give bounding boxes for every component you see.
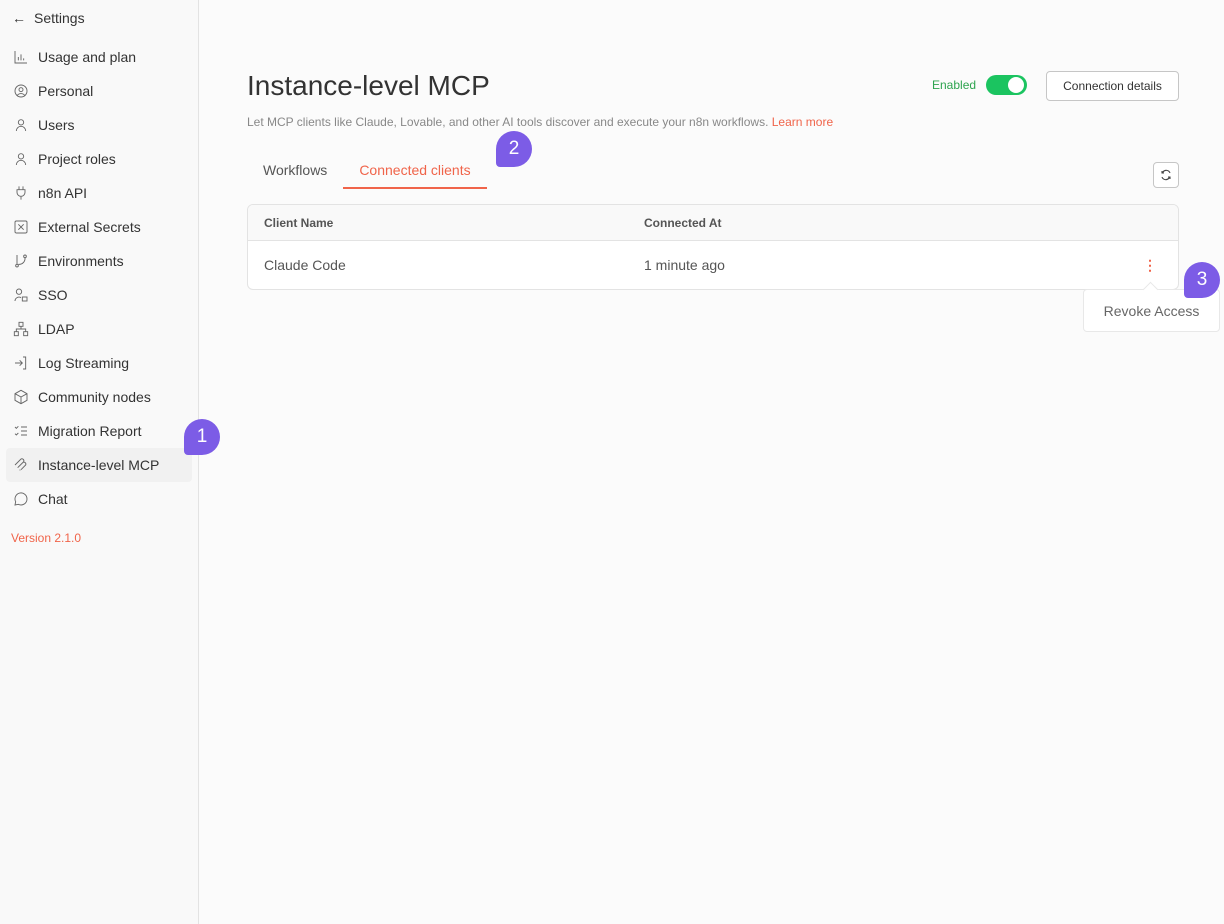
sidebar-item-environments[interactable]: Environments	[6, 244, 192, 278]
enabled-toggle[interactable]	[986, 75, 1027, 95]
sidebar-item-ldap[interactable]: LDAP	[6, 312, 192, 346]
arrow-left-icon: ←	[12, 10, 26, 26]
user-circle-icon	[14, 84, 28, 98]
sidebar-item-label: Personal	[38, 83, 94, 99]
sidebar-item-label: Community nodes	[38, 389, 151, 405]
sidebar-item-n8n-api[interactable]: n8n API	[6, 176, 192, 210]
list-checks-icon	[14, 426, 27, 436]
user-icon	[15, 153, 27, 166]
plug-icon	[16, 186, 26, 200]
sidebar-item-label: Environments	[38, 253, 124, 269]
sidebar-item-label: LDAP	[38, 321, 75, 337]
sidebar: ← Settings Usage and plan Personal Users Pr…	[0, 0, 199, 924]
sidebar-item-community-nodes[interactable]: Community nodes	[6, 380, 192, 414]
vault-icon	[14, 220, 28, 234]
sidebar-item-external-secrets[interactable]: External Secrets	[6, 210, 192, 244]
sidebar-item-migration-report[interactable]: Migration Report	[6, 414, 192, 448]
table-row: Claude Code 1 minute ago ⋮	[248, 241, 1178, 289]
box-icon	[14, 389, 28, 405]
learn-more-link[interactable]: Learn more	[771, 115, 834, 129]
sidebar-item-label: Migration Report	[38, 423, 142, 439]
clients-table: Client Name Connected At Claude Code 1 m…	[247, 204, 1179, 290]
refresh-icon	[1161, 169, 1171, 181]
version-label: Version 2.1.0	[11, 531, 82, 545]
sidebar-item-sso[interactable]: SSO	[6, 278, 192, 312]
sidebar-item-chat[interactable]: Chat	[6, 482, 192, 516]
enabled-label: Enabled	[932, 78, 977, 92]
more-vertical-icon[interactable]: ⋮	[1143, 256, 1157, 273]
sidebar-item-personal[interactable]: Personal	[6, 74, 192, 108]
bar-chart-icon	[14, 51, 27, 64]
mcp-icon	[14, 458, 27, 471]
back-button[interactable]: ← Settings	[12, 10, 85, 26]
page-subtitle: Let MCP clients like Claude, Lovable, an…	[247, 115, 834, 129]
sidebar-item-usage-and-plan[interactable]: Usage and plan	[6, 40, 192, 74]
log-in-icon	[15, 356, 27, 370]
sidebar-item-label: External Secrets	[38, 219, 141, 235]
sidebar-item-log-streaming[interactable]: Log Streaming	[6, 346, 192, 380]
tabs: Workflows Connected clients	[247, 154, 487, 189]
sidebar-item-label: Project roles	[38, 151, 116, 167]
tab-workflows[interactable]: Workflows	[263, 162, 328, 178]
connection-details-button[interactable]: Connection details	[1046, 71, 1179, 101]
step-marker: 1	[184, 419, 220, 455]
sidebar-item-project-roles[interactable]: Project roles	[6, 142, 192, 176]
sidebar-item-instance-level-mcp[interactable]: Instance-level MCP	[6, 448, 192, 482]
sidebar-item-label: Usage and plan	[38, 49, 137, 65]
message-circle-icon	[14, 492, 28, 506]
user-lock-icon	[14, 288, 28, 302]
sidebar-item-label: Log Streaming	[38, 355, 130, 371]
sidebar-item-label: Users	[38, 117, 75, 133]
settings-nav: Usage and plan Personal Users Project roles…	[6, 40, 192, 516]
sidebar-item-users[interactable]: Users	[6, 108, 192, 142]
sidebar-item-label: Chat	[38, 491, 68, 507]
page-title: Instance-level MCP	[247, 70, 490, 101]
revoke-access-item[interactable]: Revoke Access	[1103, 302, 1200, 319]
table-header: Client Name Connected At	[248, 205, 1178, 241]
step-marker: 2	[496, 131, 532, 167]
step-marker: 3	[1184, 262, 1220, 298]
sidebar-item-label: n8n API	[38, 185, 88, 201]
sidebar-item-label: SSO	[38, 287, 68, 303]
refresh-button[interactable]	[1153, 162, 1179, 188]
network-icon	[13, 321, 29, 337]
git-branch-icon	[15, 254, 27, 268]
sidebar-item-label: Instance-level MCP	[38, 457, 160, 473]
tab-connected-clients[interactable]: Connected clients	[343, 154, 487, 189]
user-icon	[15, 119, 27, 132]
